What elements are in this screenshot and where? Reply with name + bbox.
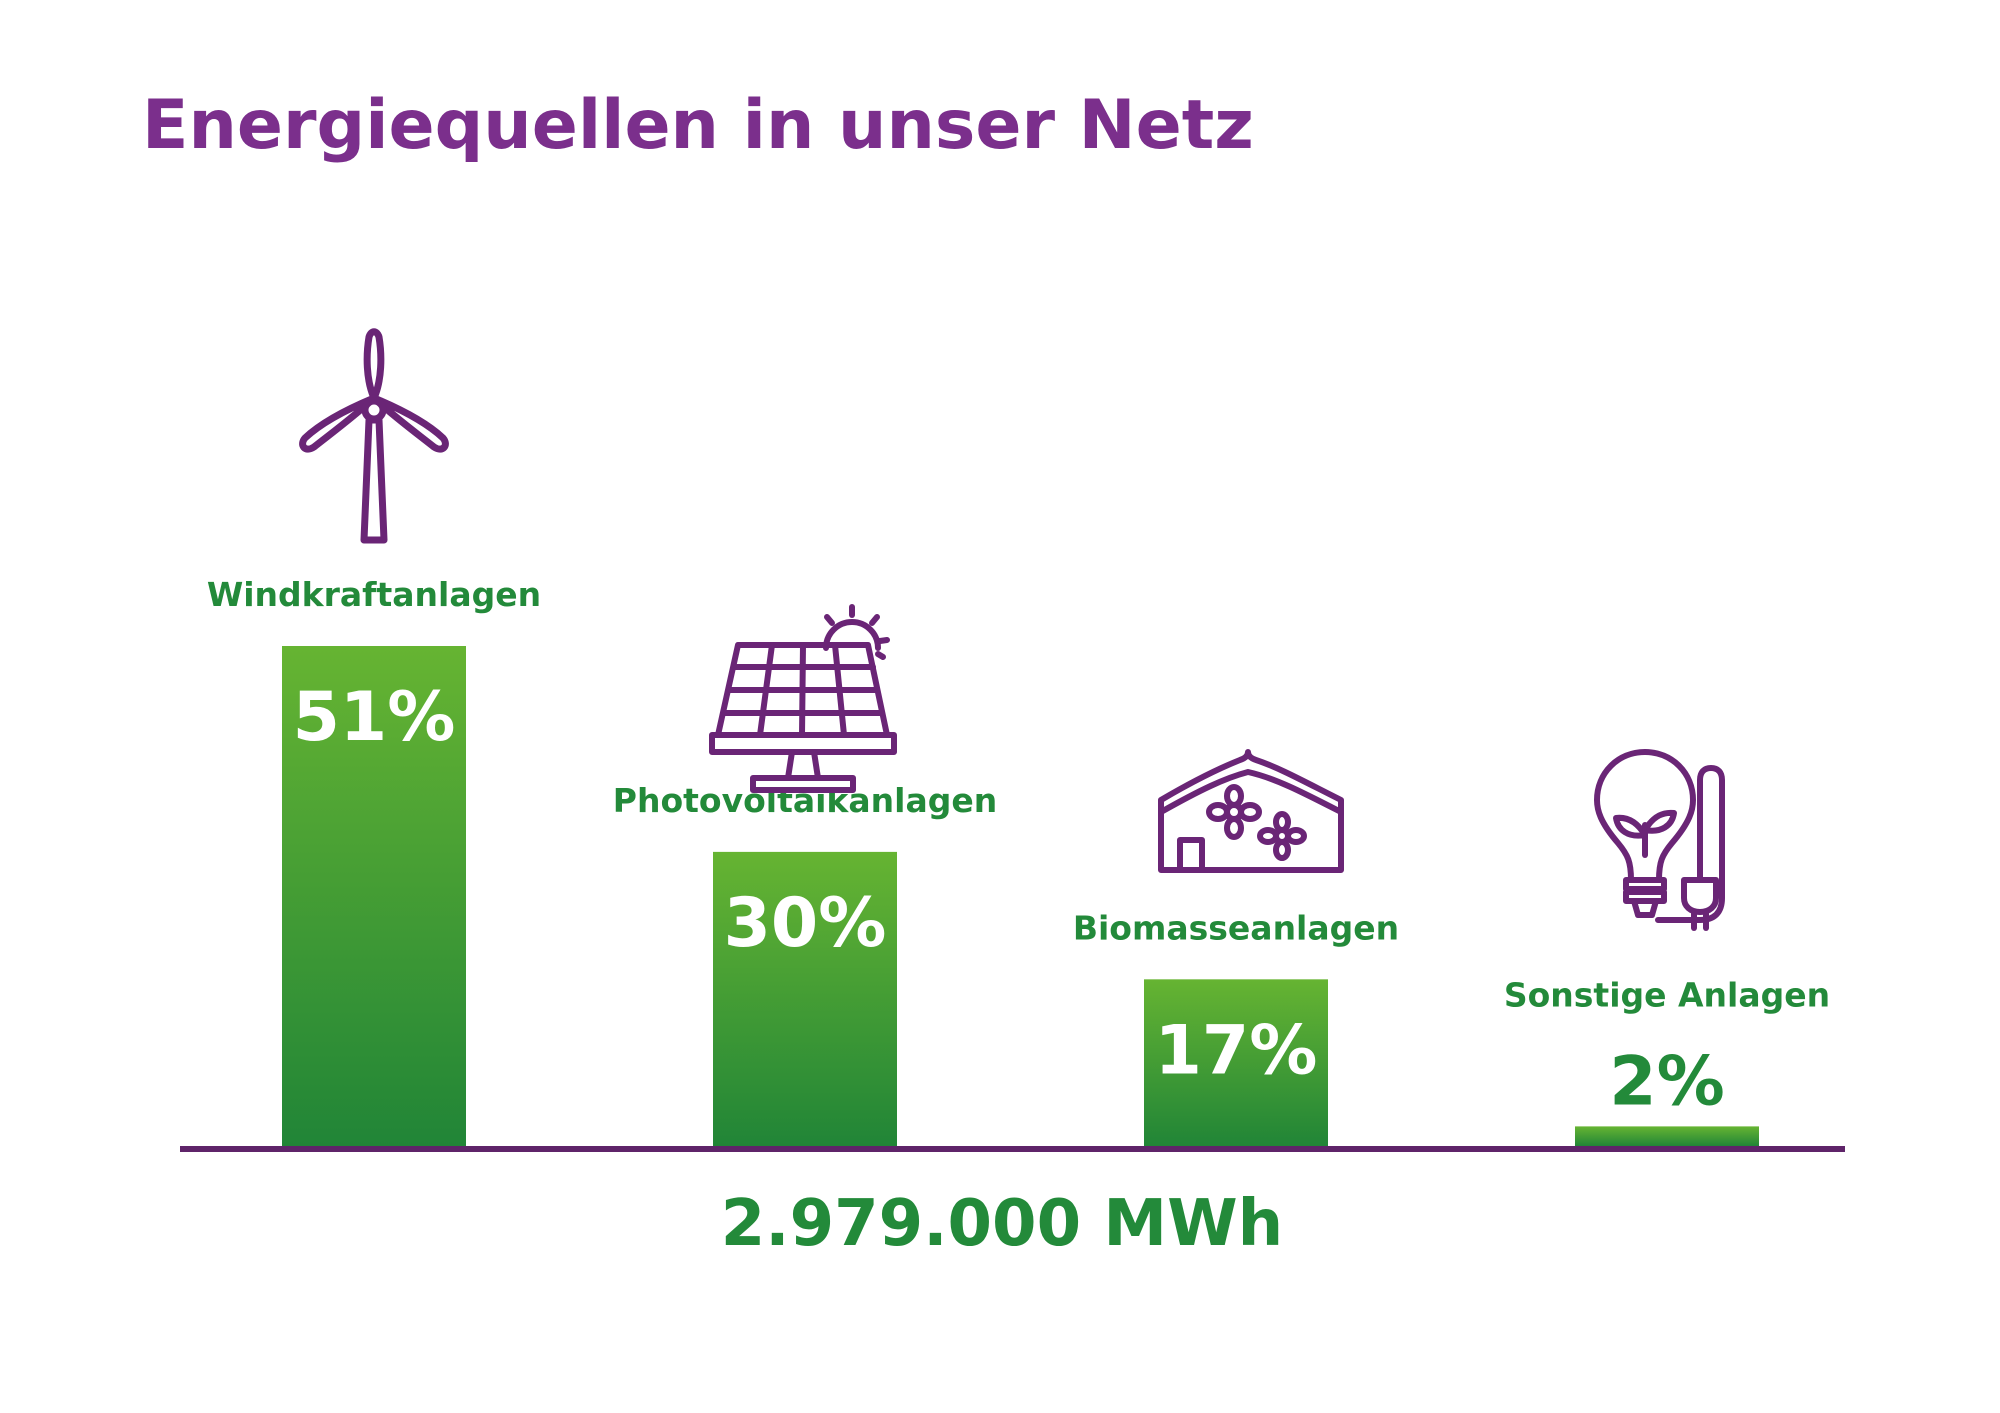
- bars-layer: [282, 646, 1759, 1146]
- greenhouse-icon: [1158, 749, 1344, 873]
- chart-title: Energiequellen in unser Netz: [142, 86, 1254, 165]
- bar-biomasseanlagen: [1144, 979, 1328, 1146]
- category-label: Biomasseanlagen: [1073, 908, 1399, 947]
- bar-photovoltaikanlagen: [713, 851, 897, 1146]
- value-label: 17%: [1155, 1011, 1318, 1090]
- labels-layer: 51% Windkraftanlagen 30% Photovoltaikanlage…: [207, 575, 1830, 1121]
- value-label: 2%: [1609, 1042, 1724, 1121]
- category-label: Sonstige Anlagen: [1504, 975, 1830, 1014]
- value-label: 30%: [724, 884, 887, 963]
- category-label: Windkraftanlagen: [207, 575, 541, 614]
- solar-panel-icon: [709, 604, 897, 793]
- category-label: Photovoltaikanlagen: [613, 781, 997, 820]
- total-energy-label: 2.979.000 MWh: [721, 1187, 1283, 1261]
- wind-turbine-icon: [299, 328, 449, 544]
- bar-windkraftanlagen: [282, 646, 466, 1146]
- bar-sonstige-anlagen: [1575, 1126, 1759, 1146]
- lightbulb-plug-icon: [1594, 749, 1725, 931]
- value-label: 51%: [293, 678, 456, 757]
